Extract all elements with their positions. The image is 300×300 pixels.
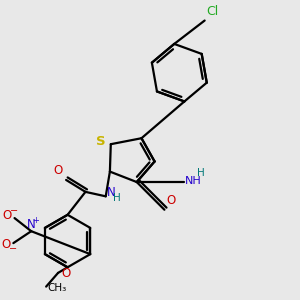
Text: S: S [95, 135, 105, 148]
Text: −: − [9, 244, 17, 254]
Text: O: O [2, 209, 12, 222]
Text: N: N [107, 186, 116, 199]
Text: −: − [10, 206, 18, 216]
Text: O: O [61, 267, 70, 280]
Text: H: H [113, 193, 121, 203]
Text: H: H [197, 168, 205, 178]
Text: Cl: Cl [206, 4, 218, 18]
Text: O: O [1, 238, 10, 251]
Text: +: + [33, 216, 39, 225]
Text: CH₃: CH₃ [48, 283, 67, 293]
Text: N: N [27, 218, 36, 231]
Text: NH: NH [185, 176, 202, 185]
Text: O: O [54, 164, 63, 177]
Text: O: O [167, 194, 176, 207]
